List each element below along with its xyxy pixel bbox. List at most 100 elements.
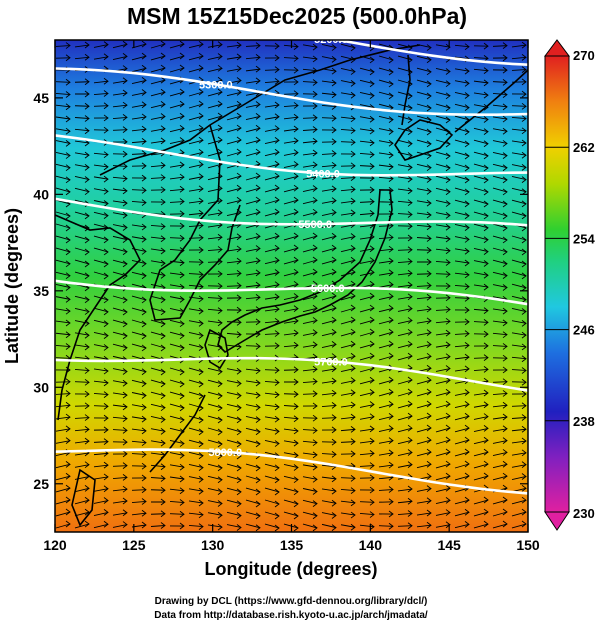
wind-arrow [188,64,204,73]
wind-arrow [245,245,261,252]
wind-arrow [454,401,470,409]
wind-arrow [55,152,71,159]
wind-arrow [473,139,489,148]
wind-arrow [511,355,527,363]
wind-arrow [131,367,147,376]
wind-arrow [112,114,128,121]
wind-arrow [321,244,337,253]
coast-hokkaido [394,119,454,161]
wind-arrow [74,402,90,410]
wind-arrow [264,475,280,484]
wind-arrow [321,487,337,495]
wind-arrow [321,232,337,241]
wind-arrow [169,100,185,109]
wind-arrow [74,139,90,147]
wind-arrow [454,472,470,481]
wind-arrow [435,212,451,219]
wind-arrow [264,66,280,74]
wind-arrow [264,293,280,301]
wind-arrow [473,91,489,99]
wind-arrow [454,448,470,457]
wind-arrow [283,366,299,374]
wind-arrow [492,366,508,374]
wind-arrow [74,247,90,256]
wind-arrow [473,42,489,50]
wind-arrow [264,317,280,325]
wind-arrow [112,497,128,505]
wind-arrow [492,199,508,208]
wind-arrow [321,44,337,51]
wind-arrow [207,295,223,302]
wind-arrow [416,55,432,64]
wind-arrow [454,259,470,267]
wind-arrow [188,88,204,97]
wind-arrow [169,331,185,340]
wind-arrow [492,211,508,220]
wind-arrow [169,499,185,506]
wind-arrow [207,100,223,109]
wind-arrow [397,449,413,456]
wind-arrow [150,331,166,340]
wind-arrow [150,486,166,494]
wind-arrow [245,113,261,121]
wind-arrow [93,509,109,517]
wind-arrow [131,307,147,316]
wind-arrow [93,41,109,48]
wind-arrow [150,76,166,85]
wind-arrow [359,388,375,397]
wind-arrow [378,376,394,385]
wind-arrow [397,510,413,517]
wind-arrow [226,245,242,253]
wind-arrow [454,187,470,196]
wind-arrow [473,55,489,62]
coast-kyushu [204,328,229,370]
wind-arrow [359,486,375,494]
wind-arrow [112,307,128,316]
wind-arrow [150,416,166,423]
wind-arrow [435,235,451,243]
wind-arrow [302,499,318,508]
wind-arrow [435,365,451,372]
wind-arrow [435,223,451,231]
wind-arrow [283,341,299,349]
wind-arrow [169,222,185,230]
wind-arrow [131,509,147,517]
wind-arrow [511,283,527,292]
wind-arrow [93,235,109,244]
wind-arrow [321,209,337,216]
wind-arrow [264,391,280,399]
wind-arrow [473,79,489,87]
wind-arrow [93,53,109,61]
wind-arrow [169,487,185,495]
wind-arrow [473,413,489,420]
wind-arrow [416,329,432,337]
wind-arrow [55,78,71,86]
wind-arrow [169,64,185,73]
wind-arrow [112,53,128,61]
wind-arrow [359,316,375,325]
wind-arrow [454,199,470,208]
wind-arrow [473,389,489,397]
wind-arrow [245,523,261,532]
contour-label: 5400.0 [306,168,340,180]
wind-arrow [435,163,451,172]
wind-arrow [55,437,71,445]
wind-arrow [226,524,242,531]
wind-arrow [340,268,356,277]
wind-arrow [492,103,508,111]
wind-arrow [131,271,147,280]
wind-arrow [511,425,527,433]
wind-arrow [245,269,261,277]
wind-arrow [188,523,204,530]
wind-arrow [169,173,185,181]
wind-arrow [416,270,432,278]
wind-arrow [321,512,337,519]
wind-arrow [435,436,451,445]
wind-arrow [454,521,470,529]
wind-arrow [226,196,242,205]
wind-arrow [511,461,527,468]
wind-arrow [473,151,489,160]
wind-arrow [473,199,489,208]
wind-arrow [454,271,470,279]
